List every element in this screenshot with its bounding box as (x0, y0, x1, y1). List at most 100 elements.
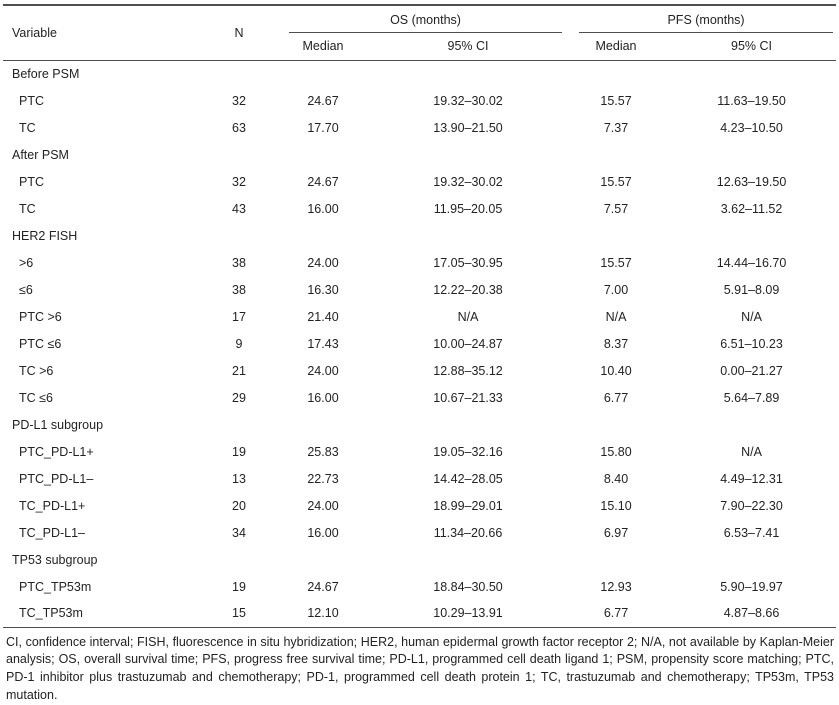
os-ci-cell: 13.90–21.50 (433, 120, 503, 135)
pfs-group-label: PFS (months) (579, 6, 834, 33)
pfs-median-cell: N/A (605, 309, 627, 324)
pfs-median-cell: 15.57 (600, 93, 632, 108)
os-ci-cell: 18.99–29.01 (433, 498, 503, 513)
os-ci-cell (371, 411, 565, 438)
n-cell: 43 (232, 201, 246, 216)
group-row: HER2 FISH (3, 222, 836, 249)
os-ci-cell: 10.67–21.33 (433, 390, 503, 405)
n-cell: 15 (203, 600, 275, 628)
os-ci-cell (371, 60, 565, 87)
pfs-median-cell: 15.80 (600, 444, 632, 459)
os-median-cell (275, 411, 371, 438)
survival-table: Variable N OS (months) PFS (months) Medi… (3, 4, 837, 628)
pfs-median-cell: 10.40 (600, 363, 632, 378)
os-median-cell: 22.73 (307, 471, 339, 486)
os-median-cell: 16.00 (307, 390, 339, 405)
os-median-cell (275, 141, 371, 168)
table-row: >6 38 24.00 17.05–30.95 15.57 14.44–16.70 (3, 249, 836, 276)
n-cell: 38 (232, 255, 246, 270)
col-header-pfs-median: Median (565, 33, 668, 61)
table-row: PTC >6 17 21.40 N/A N/A N/A (3, 303, 836, 330)
table-footnote: CI, confidence interval; FISH, fluoresce… (6, 634, 834, 702)
n-cell: 32 (232, 93, 246, 108)
os-ci-cell: 12.22–20.38 (433, 282, 503, 297)
header-row-subcolumns: Median 95% CI Median 95% CI (3, 33, 837, 61)
pfs-median-cell: 7.37 (603, 120, 629, 135)
pfs-median-cell: 6.77 (565, 600, 668, 628)
variable-cell: PTC_TP53m (19, 579, 92, 594)
pfs-median-cell (565, 141, 667, 168)
os-ci-cell: N/A (457, 309, 479, 324)
table-row: PTC 32 24.67 19.32–30.02 15.57 11.63–19.50 (3, 87, 836, 114)
variable-cell: PTC (19, 174, 44, 189)
pfs-ci-cell: 4.23–10.50 (720, 120, 783, 135)
table-row: PTC_PD-L1– 13 22.73 14.42–28.05 8.40 4.49–12.… (3, 465, 836, 492)
table-row: PTC 32 24.67 19.32–30.02 15.57 12.63–19.50 (3, 168, 836, 195)
os-median-cell: 24.67 (307, 579, 339, 594)
group-row: After PSM (3, 141, 836, 168)
pfs-median-cell (565, 222, 667, 249)
os-median-cell: 24.00 (307, 498, 339, 513)
pfs-ci-cell (667, 546, 836, 573)
os-ci-cell: 10.29–13.91 (371, 600, 566, 628)
group-label-cell: TP53 subgroup (12, 552, 98, 567)
variable-cell: ≤6 (19, 282, 33, 297)
variable-cell: PTC_PD-L1+ (19, 444, 94, 459)
os-ci-cell (371, 546, 565, 573)
pfs-median-cell: 15.57 (600, 255, 632, 270)
pfs-ci-cell (667, 60, 836, 87)
os-median-cell: 21.40 (307, 309, 339, 324)
os-median-cell: 16.30 (307, 282, 339, 297)
os-median-cell: 17.43 (307, 336, 339, 351)
os-ci-cell: 11.34–20.66 (433, 525, 503, 540)
pfs-median-cell: 7.57 (603, 201, 629, 216)
os-median-cell: 16.00 (307, 201, 339, 216)
os-median-cell: 17.70 (307, 120, 339, 135)
n-cell: 9 (235, 336, 243, 351)
group-label-cell: PD-L1 subgroup (12, 417, 104, 432)
variable-cell: TC (19, 120, 36, 135)
os-median-cell: 24.67 (307, 174, 339, 189)
pfs-ci-cell: 4.49–12.31 (720, 471, 783, 486)
pfs-ci-cell: 0.00–21.27 (720, 363, 783, 378)
col-header-variable: Variable (3, 5, 203, 61)
n-cell: 34 (232, 525, 246, 540)
table-row: TC >6 21 24.00 12.88–35.12 10.40 0.00–21.27 (3, 357, 836, 384)
n-cell (203, 141, 275, 168)
pfs-ci-cell (667, 141, 836, 168)
col-header-n: N (203, 5, 275, 61)
pfs-ci-cell: N/A (741, 444, 762, 459)
n-cell: 21 (232, 363, 246, 378)
n-cell (203, 60, 275, 87)
n-cell: 63 (232, 120, 246, 135)
n-cell (203, 411, 275, 438)
pfs-median-cell: 8.37 (603, 336, 629, 351)
os-median-cell: 24.67 (307, 93, 339, 108)
os-median-cell (275, 60, 371, 87)
group-label-cell: HER2 FISH (12, 228, 78, 243)
table-row: TC_TP53m 15 12.10 10.29–13.91 6.77 4.87–8.66 (3, 600, 837, 628)
pfs-ci-cell: 3.62–11.52 (720, 201, 783, 216)
pfs-median-cell: 15.57 (600, 174, 632, 189)
pfs-ci-cell: N/A (741, 309, 762, 324)
pfs-ci-cell: 12.63–19.50 (716, 174, 787, 189)
os-median-cell (275, 222, 371, 249)
pfs-ci-cell: 5.91–8.09 (723, 282, 780, 297)
n-cell: 32 (232, 174, 246, 189)
variable-cell: TC (19, 201, 36, 216)
os-ci-cell: 14.42–28.05 (433, 471, 503, 486)
os-ci-cell: 18.84–30.50 (433, 579, 503, 594)
os-median-cell: 25.83 (307, 444, 339, 459)
group-row: PD-L1 subgroup (3, 411, 836, 438)
pfs-median-cell (565, 546, 667, 573)
pfs-ci-cell: 6.53–7.41 (723, 525, 780, 540)
table-row: TC_PD-L1+ 20 24.00 18.99–29.01 15.10 7.90–22.… (3, 492, 836, 519)
table-row: TC_PD-L1– 34 16.00 11.34–20.66 6.97 6.53–7.41 (3, 519, 836, 546)
os-median-cell (275, 546, 371, 573)
os-ci-cell: 19.32–30.02 (433, 93, 503, 108)
n-cell: 20 (232, 498, 246, 513)
group-label-cell: Before PSM (12, 66, 80, 81)
pfs-median-cell (565, 411, 667, 438)
variable-cell: TC ≤6 (19, 390, 53, 405)
